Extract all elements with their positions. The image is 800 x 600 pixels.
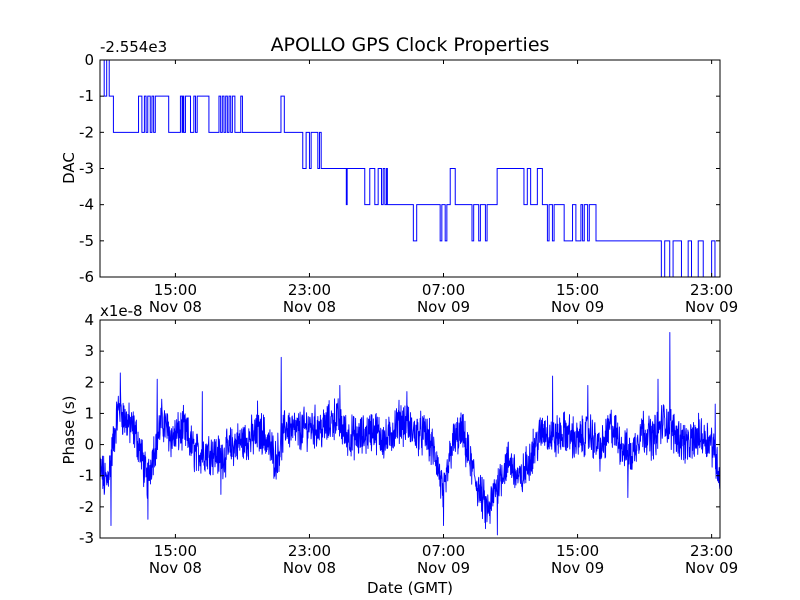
dac-xtick-date-label: Nov 09: [417, 298, 470, 316]
dac-offset-text: -2.554e3: [100, 38, 167, 56]
dac-xtick-time-label: 23:00: [690, 281, 733, 299]
chart-title: APOLLO GPS Clock Properties: [271, 34, 550, 56]
phase-ytick-label: -3: [79, 529, 94, 547]
phase-ytick-label: 4: [84, 311, 94, 329]
dac-ytick-label: -4: [79, 196, 94, 214]
dac-xtick-time-label: 15:00: [154, 281, 197, 299]
phase-xtick-time-label: 15:00: [556, 542, 599, 560]
dac-series-line: [100, 59, 720, 278]
dac-ytick-label: -3: [79, 160, 94, 178]
phase-xtick-date-label: Nov 09: [417, 559, 470, 577]
phase-ytick-label: -2: [79, 498, 94, 516]
dac-axes-frame: [99, 59, 721, 278]
phase-ytick-label: -1: [79, 467, 94, 485]
phase-series-layer: [99, 332, 721, 536]
dac-xtick-date-label: Nov 08: [149, 298, 202, 316]
dac-xtick-date-label: Nov 09: [685, 298, 738, 316]
phase-xtick-time-label: 07:00: [422, 542, 465, 560]
dac-ytick-label: -1: [79, 87, 94, 105]
phase-y-axis-label: Phase (s): [60, 395, 78, 464]
dac-xtick-time-label: 15:00: [556, 281, 599, 299]
dac-series-layer: [100, 59, 720, 278]
dac-ytick-label: -6: [79, 268, 94, 286]
dac-y-axis-label: DAC: [60, 152, 78, 184]
phase-ytick-label: 3: [84, 342, 94, 360]
phase-xtick-date-label: Nov 08: [283, 559, 336, 577]
dac-plot-area: [100, 60, 720, 277]
phase-xtick-time-label: 23:00: [690, 542, 733, 560]
phase-axes-frame: [99, 319, 721, 539]
phase-x-axis-label: Date (GMT): [367, 579, 453, 597]
phase-series-line: [99, 332, 721, 536]
phase-offset-text: x1e-8: [100, 302, 143, 320]
phase-xtick-date-label: Nov 09: [551, 559, 604, 577]
phase-xtick-time-label: 23:00: [288, 542, 331, 560]
phase-xtick-date-label: Nov 09: [685, 559, 738, 577]
dac-ytick-label: 0: [84, 51, 94, 69]
phase-xtick-time-label: 15:00: [154, 542, 197, 560]
phase-ytick-label: 1: [84, 404, 94, 422]
phase-ytick-label: 2: [84, 373, 94, 391]
dac-ytick-label: -5: [79, 232, 94, 250]
phase-ytick-label: 0: [84, 436, 94, 454]
dac-xtick-date-label: Nov 08: [283, 298, 336, 316]
dac-xtick-time-label: 07:00: [422, 281, 465, 299]
phase-xtick-date-label: Nov 08: [149, 559, 202, 577]
dac-ytick-label: -2: [79, 123, 94, 141]
dac-xtick-time-label: 23:00: [288, 281, 331, 299]
dac-xtick-date-label: Nov 09: [551, 298, 604, 316]
